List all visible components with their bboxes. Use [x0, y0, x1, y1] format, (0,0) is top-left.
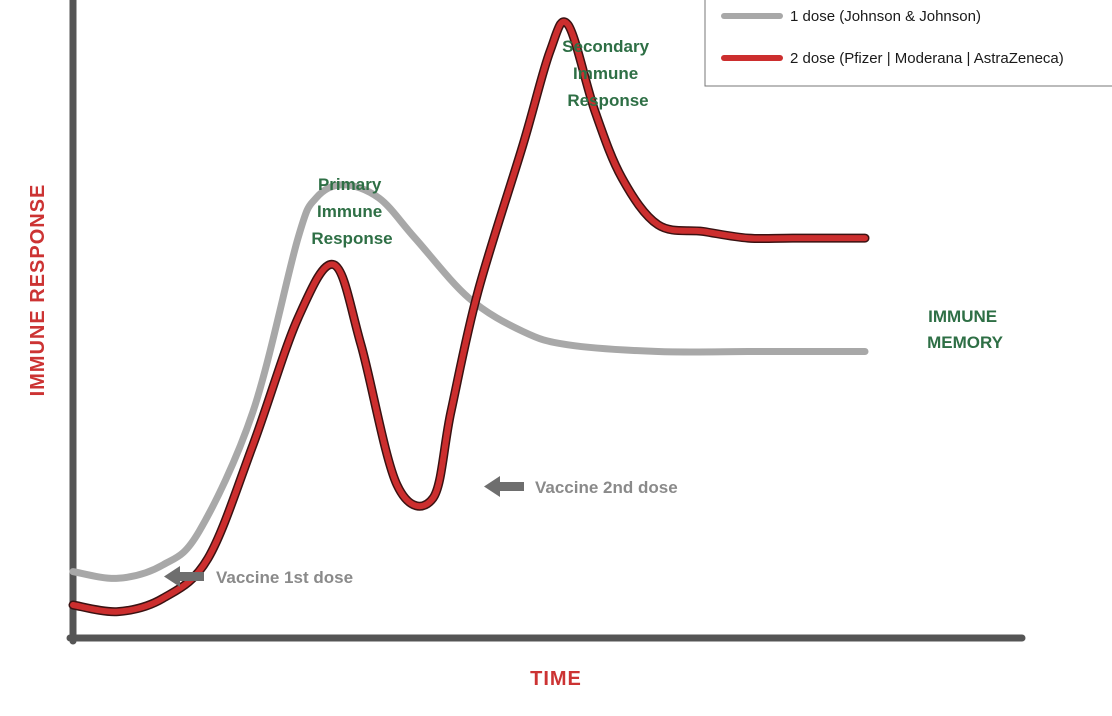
dose2-label: Vaccine 2nd dose — [535, 478, 678, 497]
secondary-response-line-2: Immune — [573, 64, 638, 83]
y-axis-title: IMMUNE RESPONSE — [27, 184, 49, 397]
secondary-response-line-3: Response — [567, 91, 648, 110]
primary-response-line-3: Response — [311, 229, 392, 248]
dose1-arrow-icon — [164, 566, 204, 587]
primary-response-label: Primary Immune Response — [311, 175, 392, 248]
dose2-arrow-icon — [484, 476, 524, 497]
immune-memory-label: IMMUNE MEMORY — [927, 307, 1004, 352]
legend: 1 dose (Johnson & Johnson) 2 dose (Pfize… — [704, 0, 1112, 87]
primary-response-line-2: Immune — [317, 202, 382, 221]
series-layer — [68, 17, 870, 617]
series-line-1-dose — [69, 181, 869, 582]
immune-memory-line-1: IMMUNE — [928, 307, 997, 326]
secondary-response-label: Secondary Immune Response — [562, 37, 654, 110]
series-line-2-dose — [70, 18, 868, 615]
primary-response-line-1: Primary — [318, 175, 382, 194]
legend-label-2-dose: 2 dose (Pfizer | Moderana | AstraZeneca) — [790, 50, 1064, 67]
dose1-label: Vaccine 1st dose — [216, 568, 353, 587]
secondary-response-line-1: Secondary — [562, 37, 649, 56]
x-axis-title: TIME — [530, 668, 582, 690]
legend-label-1-dose: 1 dose (Johnson & Johnson) — [790, 8, 981, 25]
immune-memory-line-2: MEMORY — [927, 333, 1004, 352]
